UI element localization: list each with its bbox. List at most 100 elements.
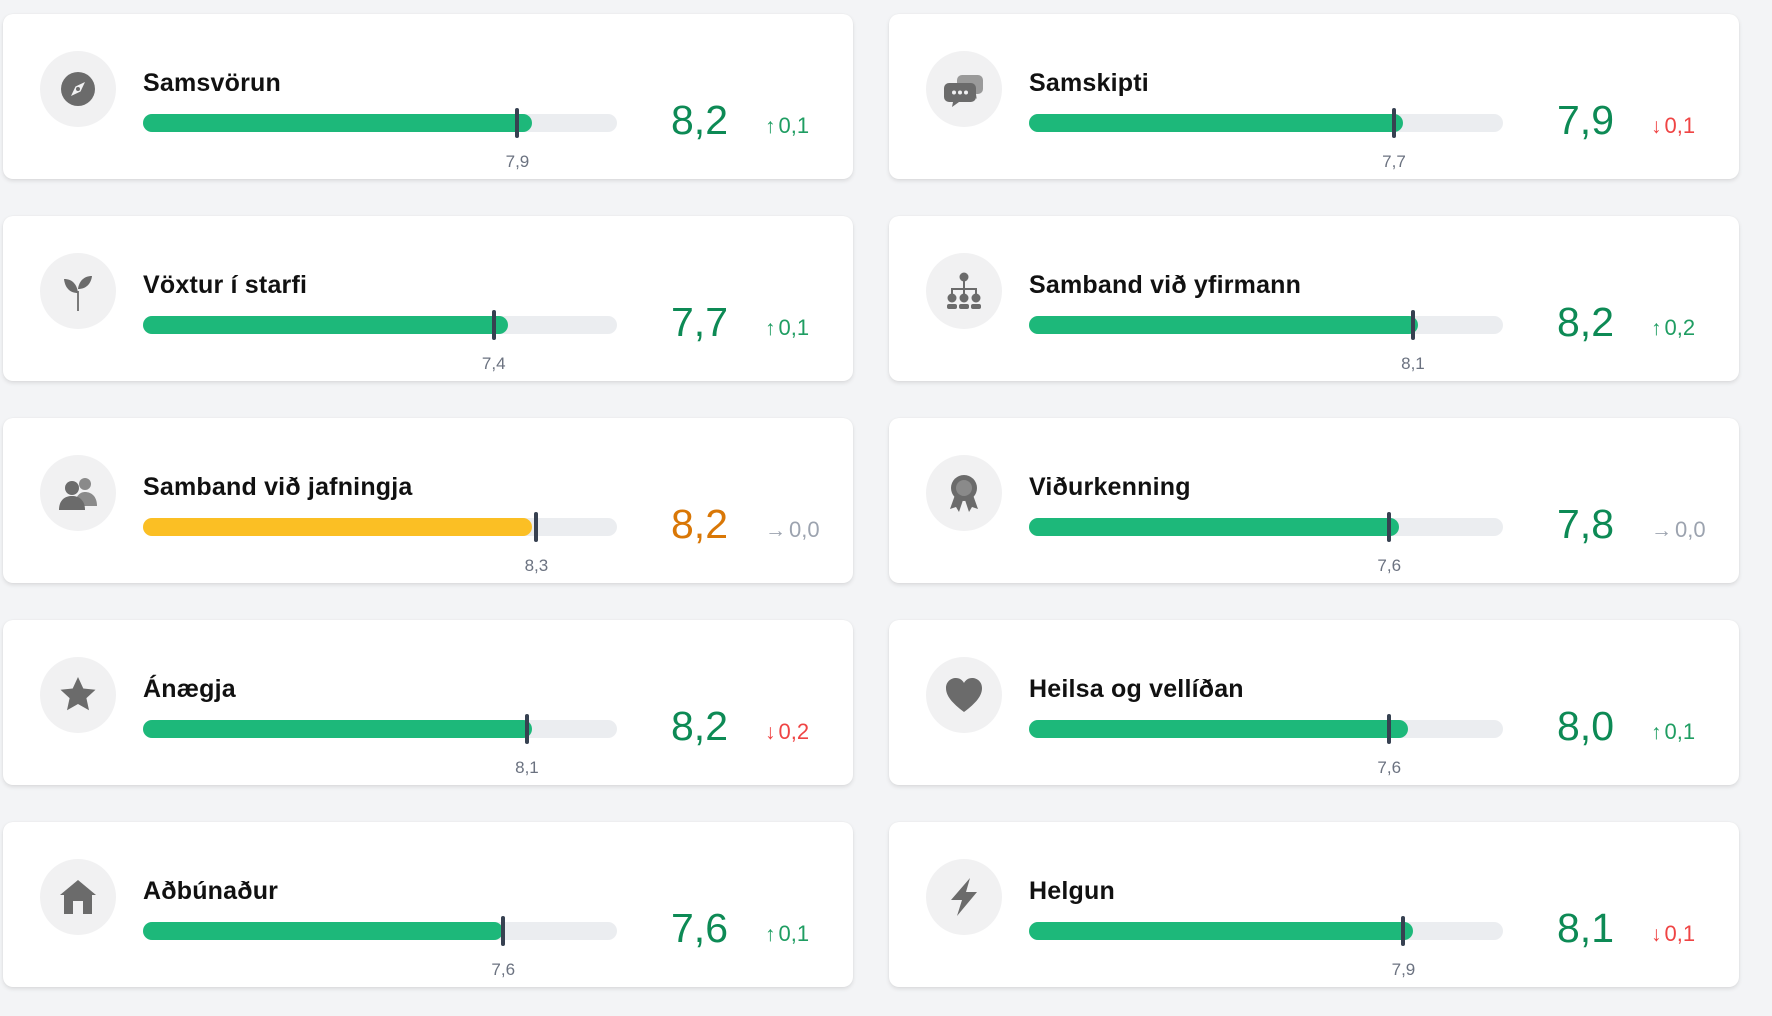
benchmark-label: 7,4 [481, 354, 506, 373]
score-bar: 7,7 [1029, 108, 1503, 171]
benchmark-marker [534, 512, 539, 542]
metric-card[interactable]: Samskipti 7,7 7,9 ↓ 0,1 [889, 14, 1739, 179]
delta-value: 0,0 [789, 517, 820, 542]
score-bar-fill [143, 316, 508, 334]
delta-value: 0,2 [1664, 315, 1696, 340]
score-value: 8,0 [1557, 703, 1614, 749]
metric-card[interactable]: Aðbúnaður 7,6 7,6 ↑ 0,1 [3, 822, 853, 987]
metric-title: Viðurkenning [1029, 473, 1191, 501]
arrow-flat-icon: → [765, 519, 786, 542]
trend-delta: → 0,0 [1651, 517, 1706, 542]
benchmark-marker [501, 916, 506, 946]
delta-value: 0,1 [778, 113, 810, 138]
trend-delta: ↑ 0,1 [1651, 719, 1696, 744]
org-chart-icon [926, 253, 1002, 329]
metric-title: Vöxtur í starfi [143, 271, 308, 299]
benchmark-marker [1410, 310, 1415, 340]
benchmark-marker [1387, 714, 1392, 744]
benchmark-label: 8,1 [1401, 354, 1425, 373]
benchmark-marker [491, 310, 496, 340]
score-value: 8,2 [671, 97, 728, 143]
metric-card[interactable]: Samband við yfirmann 8,1 8,2 ↑ 0,2 [889, 216, 1739, 381]
metric-title: Samband við jafningja [143, 473, 413, 501]
score-bar-fill [1029, 518, 1399, 536]
benchmark-marker [1401, 916, 1406, 946]
benchmark-marker [1387, 512, 1392, 542]
metric-card[interactable]: Samband við jafningja 8,3 8,2 → 0,0 [3, 418, 853, 583]
score-bar: 8,1 [1029, 310, 1503, 373]
score-bar-fill [143, 518, 532, 536]
benchmark-label: 7,6 [491, 960, 516, 979]
arrow-up-icon: ↑ [765, 923, 776, 946]
metric-title: Aðbúnaður [143, 877, 279, 905]
compass-icon [40, 51, 116, 127]
metric-card[interactable]: Vöxtur í starfi 7,4 7,7 ↑ 0,1 [3, 216, 853, 381]
score-bar: 7,6 [143, 916, 617, 979]
arrow-up-icon: ↑ [765, 317, 776, 340]
metric-title: Heilsa og vellíðan [1029, 675, 1244, 703]
award-ribbon-icon [926, 455, 1002, 531]
benchmark-marker [524, 714, 529, 744]
score-bar-fill [143, 114, 532, 132]
score-bar-fill [143, 922, 504, 940]
metric-title: Helgun [1029, 877, 1115, 905]
arrow-down-icon: ↓ [765, 721, 776, 744]
score-bar: 7,9 [1029, 916, 1503, 979]
score-bar: 7,6 [1029, 512, 1503, 575]
arrow-up-icon: ↑ [1651, 317, 1662, 340]
benchmark-label: 8,3 [524, 556, 549, 575]
trend-delta: ↑ 0,1 [765, 113, 810, 138]
score-bar: 8,3 [143, 512, 617, 575]
metric-title: Samsvörun [143, 69, 281, 97]
score-bar-fill [1029, 720, 1409, 738]
delta-value: 0,1 [1664, 921, 1696, 946]
score-bar: 7,4 [143, 310, 617, 373]
benchmark-label: 7,6 [1377, 758, 1402, 777]
trend-delta: → 0,0 [765, 517, 820, 542]
metric-card[interactable]: Samsvörun 7,9 8,2 ↑ 0,1 [3, 14, 853, 179]
score-bar-fill [143, 720, 532, 738]
heart-icon [926, 657, 1002, 733]
trend-delta: ↓ 0,1 [1651, 113, 1696, 138]
score-bar-fill [1029, 922, 1413, 940]
delta-value: 0,1 [778, 315, 810, 340]
score-value: 7,7 [671, 299, 728, 345]
metric-card[interactable]: Ánægja 8,1 8,2 ↓ 0,2 [3, 620, 853, 785]
delta-value: 0,0 [1675, 517, 1706, 542]
benchmark-label: 7,9 [505, 152, 530, 171]
delta-value: 0,1 [1664, 113, 1696, 138]
benchmark-label: 7,9 [1391, 960, 1416, 979]
arrow-down-icon: ↓ [1651, 115, 1662, 138]
metric-title: Ánægja [143, 675, 236, 703]
score-value: 7,8 [1557, 501, 1614, 547]
metric-card[interactable]: Helgun 7,9 8,1 ↓ 0,1 [889, 822, 1739, 987]
trend-delta: ↑ 0,2 [1651, 315, 1696, 340]
score-value: 7,6 [671, 905, 728, 951]
chat-bubbles-icon [926, 51, 1002, 127]
benchmark-marker [515, 108, 520, 138]
arrow-down-icon: ↓ [1651, 923, 1662, 946]
score-bar-fill [1029, 316, 1418, 334]
delta-value: 0,1 [778, 921, 810, 946]
benchmark-label: 8,1 [515, 758, 539, 777]
metric-card[interactable]: Viðurkenning 7,6 7,8 → 0,0 [889, 418, 1739, 583]
benchmark-label: 7,6 [1377, 556, 1402, 575]
lightning-bolt-icon [926, 859, 1002, 935]
score-value: 8,1 [1557, 905, 1614, 951]
arrow-flat-icon: → [1651, 519, 1672, 542]
trend-delta: ↓ 0,1 [1651, 921, 1696, 946]
delta-value: 0,2 [778, 719, 810, 744]
score-bar-fill [1029, 114, 1404, 132]
trend-delta: ↑ 0,1 [765, 921, 810, 946]
score-value: 8,2 [1557, 299, 1614, 345]
metric-card[interactable]: Heilsa og vellíðan 7,6 8,0 ↑ 0,1 [889, 620, 1739, 785]
house-icon [40, 859, 116, 935]
metric-title: Samband við yfirmann [1029, 271, 1302, 299]
trend-delta: ↓ 0,2 [765, 719, 810, 744]
metric-title: Samskipti [1029, 69, 1149, 97]
delta-value: 0,1 [1664, 719, 1696, 744]
benchmark-marker [1391, 108, 1396, 138]
arrow-up-icon: ↑ [1651, 721, 1662, 744]
score-bar: 7,9 [143, 108, 617, 171]
